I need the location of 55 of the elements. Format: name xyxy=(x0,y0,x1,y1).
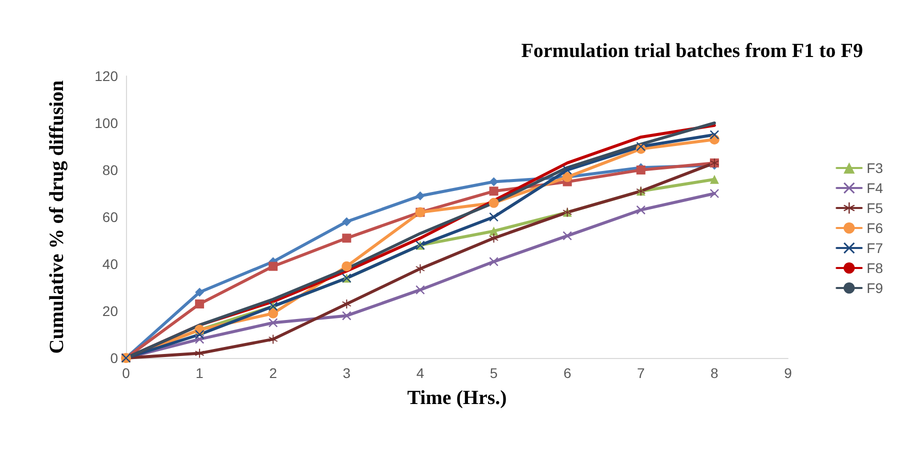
point xyxy=(342,311,352,320)
y-axis-title: Cumulative % of drug diffusion xyxy=(46,80,68,354)
point xyxy=(488,198,499,208)
point xyxy=(710,130,719,140)
point xyxy=(342,299,352,308)
legend-label: F6 xyxy=(866,220,884,236)
y-tick-label: 120 xyxy=(94,68,118,84)
point xyxy=(416,191,425,200)
point xyxy=(636,166,646,174)
point xyxy=(416,264,425,274)
point xyxy=(195,288,204,297)
point xyxy=(416,285,425,294)
y-tick-label: 60 xyxy=(102,209,118,225)
x-axis-title: Time (Hrs.) xyxy=(407,387,507,409)
point xyxy=(342,234,352,243)
legend-label: F8 xyxy=(866,260,884,276)
point xyxy=(636,142,646,151)
x-tick-label: 7 xyxy=(636,365,645,381)
y-tick-label: 20 xyxy=(102,303,118,319)
point xyxy=(195,299,204,308)
x-tick-label: 4 xyxy=(416,365,424,381)
point xyxy=(195,348,204,358)
point xyxy=(268,318,278,328)
y-tick-label: 40 xyxy=(102,256,118,272)
legend-label: F5 xyxy=(866,200,884,216)
point xyxy=(562,231,572,240)
point xyxy=(489,234,498,243)
point xyxy=(342,261,352,272)
point xyxy=(489,212,498,222)
y-tick-label: 80 xyxy=(102,162,118,178)
point xyxy=(489,186,498,196)
point xyxy=(268,334,278,344)
legend-label: F9 xyxy=(866,280,884,296)
point xyxy=(710,174,719,184)
legend-label: F7 xyxy=(866,240,884,256)
x-tick-label: 1 xyxy=(196,365,204,381)
legend-label: F3 xyxy=(866,160,884,176)
x-tick-label: 8 xyxy=(710,365,719,381)
point xyxy=(489,257,498,266)
point xyxy=(489,226,498,236)
y-tick-label: 0 xyxy=(110,350,118,366)
x-tick-label: 5 xyxy=(490,365,498,381)
chart-title: Formulation trial batches from F1 to F9 xyxy=(521,40,863,62)
x-tick-label: 6 xyxy=(563,365,572,381)
x-tick-label: 9 xyxy=(784,365,792,381)
legend-label: F4 xyxy=(866,180,884,196)
x-tick-label: 0 xyxy=(122,365,130,381)
point xyxy=(268,308,278,318)
x-tick-label: 3 xyxy=(342,365,351,381)
point xyxy=(268,262,278,271)
point xyxy=(342,217,352,226)
point xyxy=(636,205,646,214)
y-tick-label: 100 xyxy=(94,115,118,131)
x-tick-label: 2 xyxy=(269,365,278,381)
point xyxy=(562,166,572,174)
